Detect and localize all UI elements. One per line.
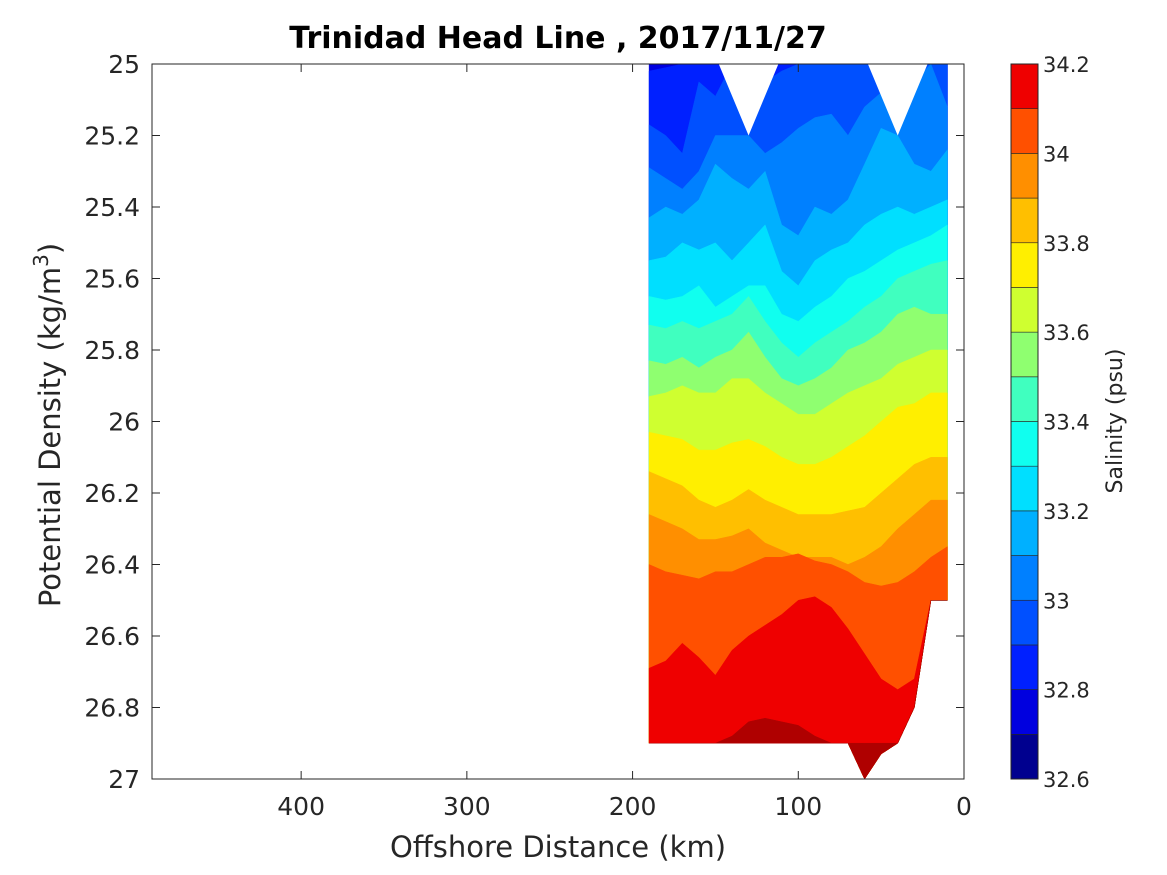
colorbar-segment — [1010, 376, 1039, 422]
colorbar-tick-label: 33 — [1043, 589, 1070, 613]
y-tick-label: 26 — [108, 408, 140, 437]
colorbar-tick-label: 33.6 — [1043, 321, 1090, 345]
y-tick-label: 25.8 — [84, 336, 140, 365]
colorbar-tick-label: 33.2 — [1043, 500, 1090, 524]
colorbar-segment — [1010, 197, 1039, 244]
x-axis: 400 300 200 100 0 — [277, 64, 972, 821]
colorbar-segment — [1010, 287, 1039, 333]
y-axis-label-close: ) — [33, 243, 67, 254]
y-tick-label: 25.4 — [84, 193, 140, 222]
colorbar-tick-label: 33.4 — [1043, 411, 1090, 435]
y-tick-label: 25.2 — [84, 122, 140, 151]
x-tick-label: 0 — [956, 792, 972, 821]
no-data-notch — [867, 64, 928, 136]
colorbar-segment — [1010, 108, 1039, 154]
colorbar-segment — [1010, 63, 1039, 109]
colorbar-tick-label: 34.2 — [1043, 53, 1090, 77]
colorbar-segment — [1010, 465, 1039, 512]
y-tick-label: 25 — [108, 50, 140, 79]
colorbar-segment — [1010, 242, 1039, 288]
colorbar-segment — [1010, 689, 1039, 735]
no-data-masks — [718, 64, 928, 136]
y-axis: 25 25.2 25.4 25.6 25.8 26 26.2 26.4 26.6 26.8 27 — [84, 50, 964, 794]
x-tick-label: 200 — [609, 792, 657, 821]
x-axis-label: Offshore Distance (km) — [390, 830, 726, 864]
x-tick-label: 400 — [277, 792, 325, 821]
colorbar-segment — [1010, 555, 1039, 601]
y-tick-label: 26.8 — [84, 694, 140, 723]
y-axis-label: Potential Density (kg/m3) — [29, 243, 67, 607]
salinity-contours — [648, 64, 948, 779]
y-axis-label-main: Potential Density (kg/m — [33, 267, 67, 607]
colorbar-label: Salinity (psu) — [1103, 349, 1128, 494]
colorbar-tick-label: 32.6 — [1043, 768, 1090, 792]
y-tick-label: 25.6 — [84, 265, 140, 294]
y-axis-label-superscript: 3 — [29, 254, 53, 267]
y-tick-label: 27 — [108, 765, 140, 794]
chart-title: Trinidad Head Line , 2017/11/27 — [289, 21, 826, 56]
colorbar-segment — [1010, 734, 1039, 780]
y-tick-label: 26.6 — [84, 622, 140, 651]
colorbar: 32.6 32.8 33 33.2 33.4 33.6 33.8 34 34.2 — [1010, 53, 1090, 792]
colorbar-segment — [1010, 599, 1039, 646]
colorbar-frame — [1010, 63, 1039, 780]
colorbar-segment — [1010, 644, 1039, 690]
y-tick-label: 26.4 — [84, 551, 140, 580]
colorbar-tick-label: 32.8 — [1043, 679, 1090, 703]
colorbar-segment — [1010, 510, 1039, 556]
colorbar-segment — [1010, 153, 1039, 199]
contour-band — [649, 600, 948, 779]
y-tick-label: 26.2 — [84, 479, 140, 508]
x-tick-label: 100 — [774, 792, 822, 821]
colorbar-segment — [1010, 421, 1039, 467]
colorbar-segment — [1010, 331, 1039, 378]
x-tick-label: 300 — [443, 792, 491, 821]
colorbar-tick-label: 34 — [1043, 142, 1070, 166]
colorbar-tick-label: 33.8 — [1043, 232, 1090, 256]
no-data-notch — [718, 64, 779, 136]
